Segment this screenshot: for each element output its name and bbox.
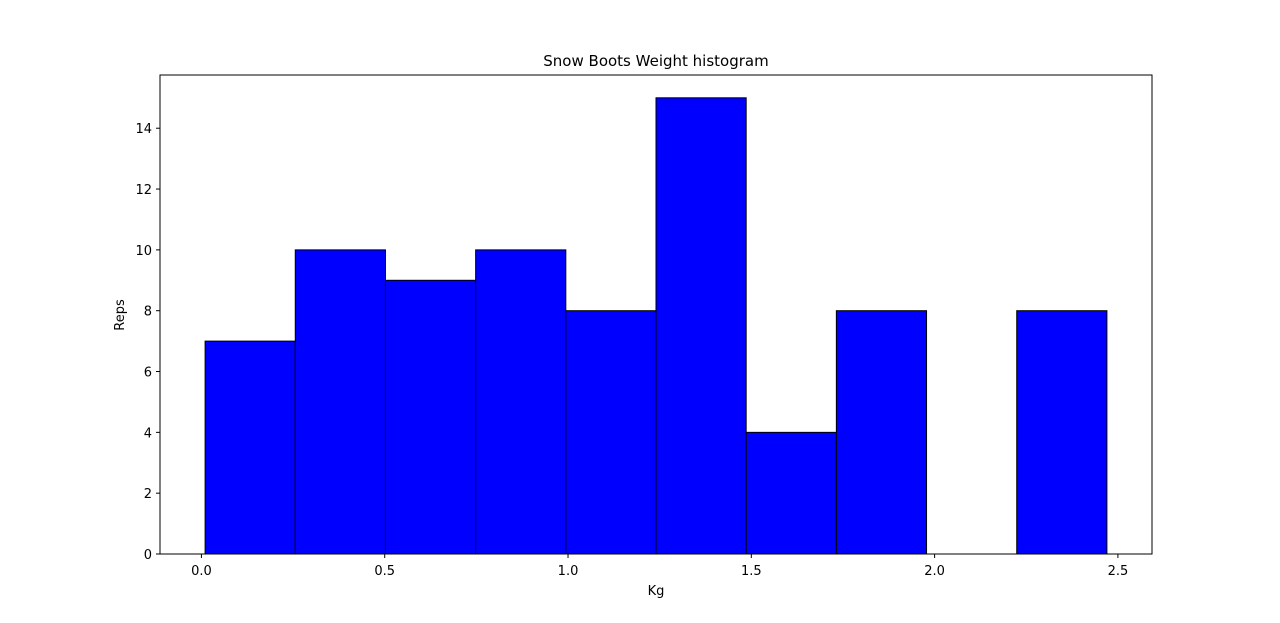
histogram-bar	[745, 431, 837, 555]
y-tick-label: 6	[144, 366, 152, 381]
x-tick-label: 2.0	[924, 564, 945, 579]
x-tick-label: 2.5	[1108, 564, 1129, 579]
histogram-bar	[655, 97, 747, 555]
y-tick-label: 0	[144, 548, 152, 563]
y-tick-label: 12	[135, 183, 152, 198]
y-tick-label: 10	[135, 244, 152, 259]
y-axis-label: Reps	[113, 299, 128, 331]
histogram-bar	[565, 310, 657, 555]
y-tick-label: 8	[144, 305, 152, 320]
x-axis-label: Kg	[648, 584, 665, 599]
y-axis: 0 2 4 6 8 10 12 14	[135, 122, 160, 563]
histogram-bar	[384, 279, 477, 555]
y-tick-label: 4	[144, 426, 152, 441]
y-tick-label: 14	[135, 122, 152, 137]
histogram-bar	[1016, 310, 1108, 555]
x-tick-label: 1.5	[741, 564, 762, 579]
histogram-bar	[475, 249, 567, 555]
histogram-bar	[835, 310, 928, 555]
x-tick-label: 0.0	[191, 564, 212, 579]
x-tick-label: 0.5	[374, 564, 395, 579]
x-axis: 0.0 0.5 1.0 1.5 2.0 2.5	[191, 554, 1128, 579]
bars-group	[204, 97, 1108, 555]
histogram-bar	[294, 249, 386, 555]
histogram-bar	[204, 340, 296, 555]
y-tick-label: 2	[144, 487, 152, 502]
chart-title: Snow Boots Weight histogram	[543, 52, 768, 70]
x-tick-label: 1.0	[558, 564, 579, 579]
plot-frame	[159, 74, 1153, 555]
